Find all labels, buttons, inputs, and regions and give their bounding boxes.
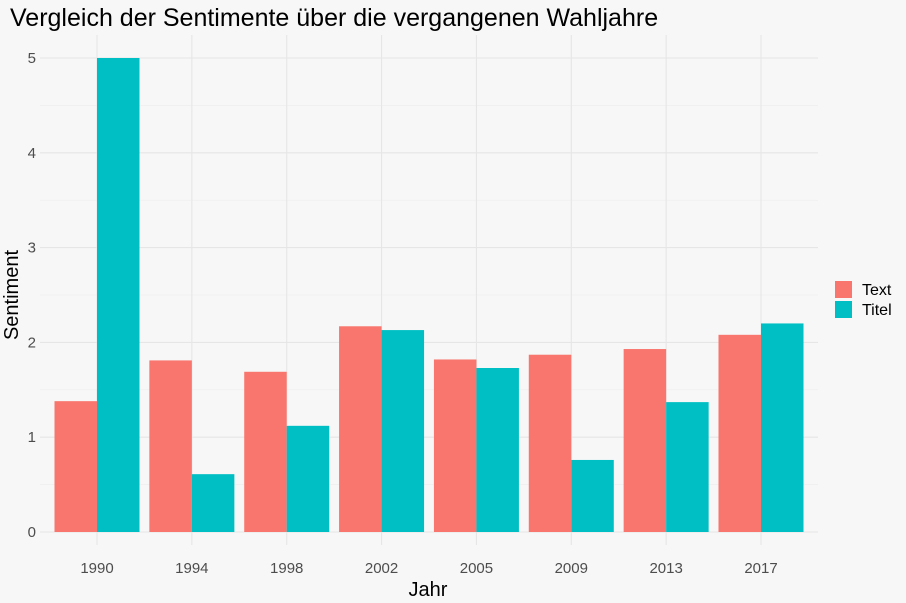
y-tick-label: 5 bbox=[28, 50, 36, 67]
x-tick-label: 1998 bbox=[270, 560, 303, 577]
y-tick-label: 3 bbox=[28, 240, 36, 257]
x-axis-title: Jahr bbox=[409, 579, 448, 601]
bar-titel-1990 bbox=[97, 58, 140, 532]
y-tick-label: 0 bbox=[28, 524, 36, 541]
x-tick-label: 2009 bbox=[555, 560, 588, 577]
y-axis-ticks: 0 1 2 3 4 5 bbox=[28, 50, 36, 541]
bar-text-2009 bbox=[528, 354, 572, 532]
legend-label-titel: Titel bbox=[862, 302, 892, 319]
x-tick-label: 2017 bbox=[744, 560, 777, 577]
bar-titel-2002 bbox=[381, 330, 425, 532]
bar-text-2005 bbox=[433, 359, 477, 532]
y-axis-title: Sentiment bbox=[1, 250, 23, 340]
bar-titel-2013 bbox=[666, 402, 709, 532]
bar-titel-2005 bbox=[476, 367, 519, 532]
x-tick-label: 1994 bbox=[175, 560, 208, 577]
bar-titel-1994 bbox=[191, 474, 235, 532]
bar-titel-2009 bbox=[571, 459, 614, 532]
x-tick-label: 1990 bbox=[80, 560, 113, 577]
x-tick-label: 2002 bbox=[365, 560, 398, 577]
bar-titel-2017 bbox=[761, 323, 804, 532]
x-tick-label: 2005 bbox=[460, 560, 493, 577]
bar-text-2013 bbox=[623, 349, 667, 532]
y-tick-label: 4 bbox=[28, 145, 36, 162]
chart-title: Vergleich der Sentimente über die vergan… bbox=[10, 4, 658, 32]
bar-text-1990 bbox=[54, 401, 97, 532]
y-tick-label: 2 bbox=[28, 334, 36, 351]
y-tick-label: 1 bbox=[28, 429, 36, 446]
x-axis-ticks: 1990 1994 1998 2002 2005 2009 2013 2017 bbox=[80, 560, 777, 577]
bar-text-2017 bbox=[718, 334, 761, 532]
legend-swatch-text bbox=[835, 281, 852, 298]
legend: Text Titel bbox=[835, 281, 892, 319]
bar-text-1998 bbox=[244, 371, 287, 532]
bar-titel-1998 bbox=[286, 425, 330, 532]
x-tick-label: 2013 bbox=[649, 560, 682, 577]
legend-label-text: Text bbox=[862, 282, 892, 299]
bar-text-1994 bbox=[149, 360, 192, 532]
bars bbox=[54, 58, 804, 532]
bar-text-2002 bbox=[339, 326, 382, 532]
legend-swatch-titel bbox=[835, 301, 852, 318]
